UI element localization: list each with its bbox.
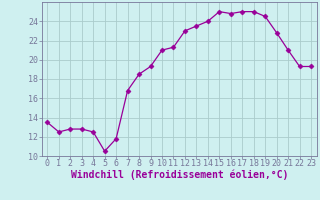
X-axis label: Windchill (Refroidissement éolien,°C): Windchill (Refroidissement éolien,°C) <box>70 170 288 180</box>
